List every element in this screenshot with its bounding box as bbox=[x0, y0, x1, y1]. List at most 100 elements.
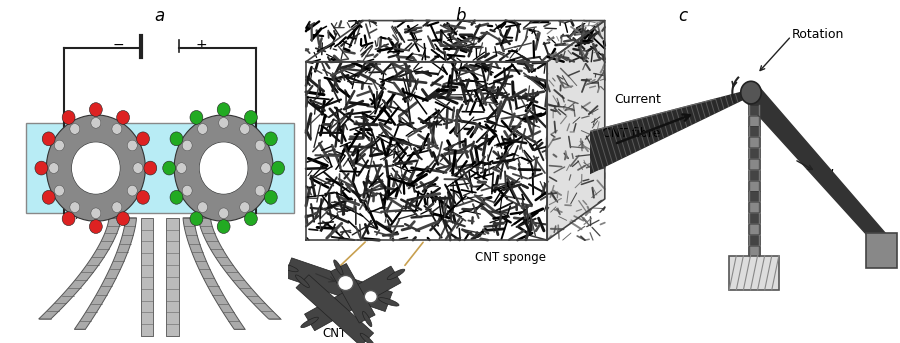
Polygon shape bbox=[75, 218, 137, 329]
Text: +: + bbox=[72, 211, 81, 221]
Polygon shape bbox=[547, 21, 605, 240]
Circle shape bbox=[170, 190, 183, 204]
Circle shape bbox=[72, 142, 120, 194]
Text: −: − bbox=[91, 211, 101, 221]
Circle shape bbox=[137, 190, 149, 204]
FancyBboxPatch shape bbox=[748, 159, 760, 169]
FancyBboxPatch shape bbox=[141, 218, 153, 336]
FancyBboxPatch shape bbox=[748, 105, 760, 115]
Circle shape bbox=[364, 291, 377, 303]
Text: −: − bbox=[112, 38, 124, 51]
Circle shape bbox=[112, 123, 122, 134]
Text: a: a bbox=[155, 7, 165, 25]
Circle shape bbox=[245, 212, 257, 226]
Circle shape bbox=[239, 202, 249, 213]
Circle shape bbox=[42, 190, 55, 204]
Circle shape bbox=[133, 163, 143, 173]
Ellipse shape bbox=[360, 333, 374, 343]
FancyBboxPatch shape bbox=[748, 246, 760, 256]
Text: +: + bbox=[195, 38, 207, 51]
Circle shape bbox=[117, 212, 130, 226]
Circle shape bbox=[54, 185, 64, 196]
Circle shape bbox=[42, 132, 55, 146]
Circle shape bbox=[256, 185, 266, 196]
Circle shape bbox=[245, 110, 257, 124]
Circle shape bbox=[198, 202, 208, 213]
Circle shape bbox=[198, 123, 208, 134]
Circle shape bbox=[128, 185, 138, 196]
Ellipse shape bbox=[278, 263, 298, 272]
Polygon shape bbox=[304, 266, 401, 331]
Circle shape bbox=[144, 161, 157, 175]
Ellipse shape bbox=[334, 260, 343, 275]
Text: CNT sponge: CNT sponge bbox=[475, 251, 546, 264]
Circle shape bbox=[190, 110, 203, 124]
Polygon shape bbox=[744, 85, 896, 256]
Circle shape bbox=[182, 185, 192, 196]
Circle shape bbox=[91, 208, 101, 218]
Circle shape bbox=[62, 110, 75, 124]
FancyBboxPatch shape bbox=[748, 181, 760, 191]
Circle shape bbox=[112, 202, 122, 213]
FancyBboxPatch shape bbox=[748, 137, 760, 147]
Circle shape bbox=[117, 110, 130, 124]
Circle shape bbox=[163, 161, 176, 175]
Text: Rotation: Rotation bbox=[791, 28, 843, 41]
Circle shape bbox=[190, 212, 203, 226]
Circle shape bbox=[261, 163, 271, 173]
Text: CNT: CNT bbox=[323, 327, 346, 340]
Ellipse shape bbox=[295, 275, 310, 287]
Text: c: c bbox=[678, 7, 688, 25]
Ellipse shape bbox=[379, 298, 399, 306]
Circle shape bbox=[62, 212, 75, 226]
Text: Current: Current bbox=[615, 93, 662, 106]
Ellipse shape bbox=[387, 269, 405, 280]
Circle shape bbox=[219, 118, 229, 128]
FancyBboxPatch shape bbox=[748, 235, 760, 245]
Circle shape bbox=[89, 220, 103, 234]
Circle shape bbox=[91, 118, 101, 128]
FancyBboxPatch shape bbox=[748, 202, 760, 212]
Circle shape bbox=[128, 140, 138, 151]
Polygon shape bbox=[306, 62, 547, 240]
FancyBboxPatch shape bbox=[748, 148, 760, 158]
Circle shape bbox=[265, 190, 277, 204]
Ellipse shape bbox=[363, 311, 372, 327]
Polygon shape bbox=[183, 218, 245, 329]
FancyBboxPatch shape bbox=[748, 224, 760, 234]
Ellipse shape bbox=[301, 317, 319, 328]
Circle shape bbox=[217, 103, 230, 117]
Text: CNT fibre: CNT fibre bbox=[602, 127, 661, 140]
Polygon shape bbox=[284, 258, 392, 311]
Circle shape bbox=[137, 132, 149, 146]
FancyBboxPatch shape bbox=[748, 127, 760, 137]
Polygon shape bbox=[39, 218, 122, 319]
Polygon shape bbox=[578, 90, 752, 174]
Circle shape bbox=[338, 275, 354, 291]
FancyBboxPatch shape bbox=[748, 116, 760, 126]
Circle shape bbox=[272, 161, 284, 175]
Polygon shape bbox=[330, 263, 375, 323]
Circle shape bbox=[170, 132, 183, 146]
FancyBboxPatch shape bbox=[866, 233, 897, 268]
Text: b: b bbox=[455, 7, 466, 25]
Text: +: + bbox=[231, 211, 241, 221]
Circle shape bbox=[54, 140, 64, 151]
Circle shape bbox=[200, 142, 248, 194]
Circle shape bbox=[741, 81, 761, 104]
Circle shape bbox=[70, 123, 80, 134]
Text: $\psi$: $\psi$ bbox=[823, 167, 834, 183]
Circle shape bbox=[219, 208, 229, 218]
Circle shape bbox=[70, 202, 80, 213]
Polygon shape bbox=[296, 275, 374, 343]
Circle shape bbox=[89, 103, 103, 117]
Polygon shape bbox=[306, 21, 605, 62]
Circle shape bbox=[239, 123, 249, 134]
Circle shape bbox=[176, 163, 186, 173]
Circle shape bbox=[217, 220, 230, 234]
FancyBboxPatch shape bbox=[166, 218, 178, 336]
Circle shape bbox=[49, 163, 58, 173]
Circle shape bbox=[265, 132, 277, 146]
FancyBboxPatch shape bbox=[729, 256, 778, 290]
FancyBboxPatch shape bbox=[748, 213, 760, 223]
